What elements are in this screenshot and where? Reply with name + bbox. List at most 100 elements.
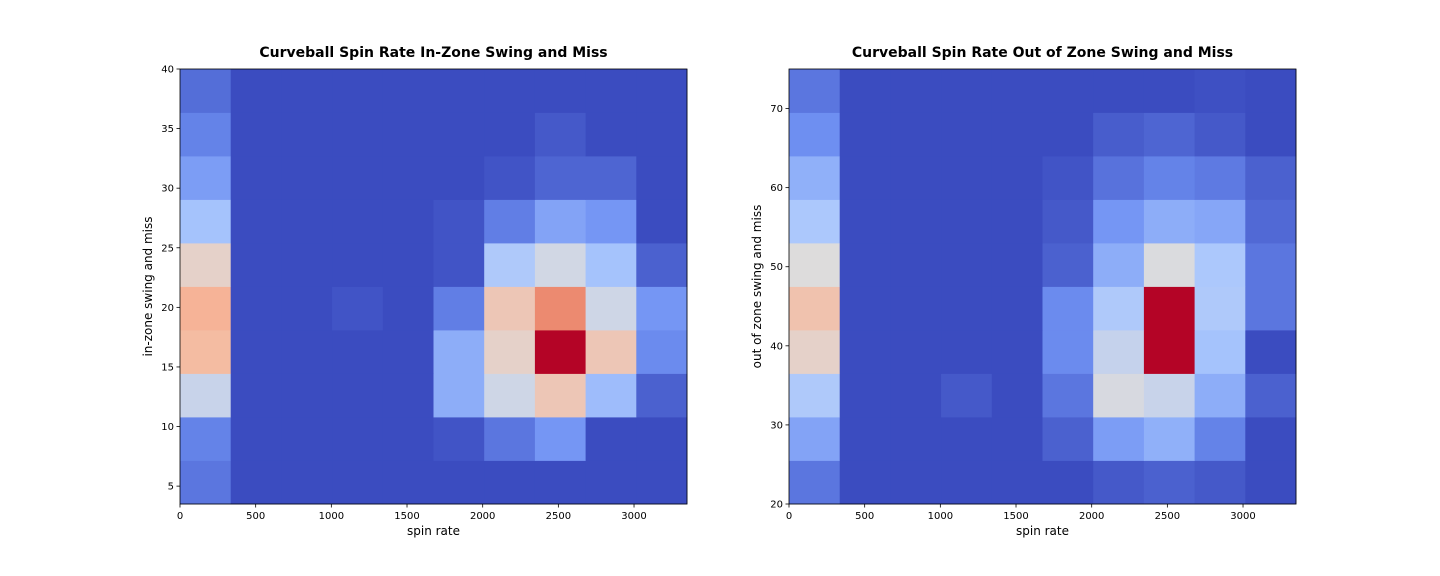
y-tick-label: 30	[161, 184, 174, 195]
heatmap-cell	[991, 373, 1043, 418]
heatmap-cell	[230, 330, 282, 374]
x-tick-label: 500	[855, 511, 874, 522]
heatmap-cell	[281, 69, 333, 113]
heatmap-cell	[1143, 330, 1195, 374]
heatmap-cell	[534, 112, 586, 157]
heatmap-cell	[484, 417, 536, 461]
y-tick-label: 20	[770, 500, 783, 511]
heatmap-cell	[382, 156, 434, 200]
heatmap-cell	[890, 417, 942, 461]
heatmap-cell	[585, 69, 637, 113]
heatmap-cell	[1093, 112, 1145, 157]
heatmap-cell	[1245, 373, 1297, 418]
heatmap-cell	[382, 199, 434, 244]
x-tick-label: 2500	[1155, 511, 1180, 522]
heatmap-cell	[382, 286, 434, 331]
heatmap-cell	[484, 243, 536, 287]
heatmap-cell	[890, 69, 942, 113]
heatmap-cell	[534, 243, 586, 287]
heatmap-cell	[991, 286, 1043, 331]
heatmap-cell	[1143, 460, 1195, 505]
heatmap-cell	[1093, 460, 1145, 505]
heatmap-cell	[1093, 417, 1145, 461]
heatmap-cell	[433, 330, 485, 374]
heatmap-cell	[433, 286, 485, 331]
x-tick-label: 0	[786, 511, 792, 522]
y-tick-label: 35	[161, 124, 174, 135]
heatmap-cell	[941, 330, 993, 374]
heatmap-cell	[484, 156, 536, 200]
heatmap-cell	[636, 330, 688, 374]
heatmap-cell	[789, 243, 841, 287]
heatmap-cell	[1194, 112, 1246, 157]
heatmap-cell	[941, 417, 993, 461]
chart-panel-2: 0 500 1000 1500 2000 2500 3000 20 30 40 50 60 70 Curv…	[750, 45, 1297, 538]
heatmap-cell	[180, 330, 232, 374]
heatmap-cell	[991, 69, 1043, 113]
heatmap-cell	[941, 69, 993, 113]
heatmap-cell	[1093, 69, 1145, 113]
heatmap-cell	[433, 243, 485, 287]
heatmap-cell	[230, 460, 282, 505]
heatmap-cell	[636, 243, 688, 287]
heatmap-cell	[636, 373, 688, 418]
heatmap-cell	[484, 373, 536, 418]
heatmap-cell	[941, 373, 993, 418]
heatmap-cell	[1093, 330, 1145, 374]
heatmap-cell	[230, 243, 282, 287]
heatmap-cell	[839, 417, 891, 461]
heatmap-cell	[636, 112, 688, 157]
heatmap-cell	[534, 199, 586, 244]
heatmap-cell	[1093, 199, 1145, 244]
heatmap-cell	[1245, 286, 1297, 331]
heatmap-cell	[484, 330, 536, 374]
x-tick-label: 1000	[319, 511, 344, 522]
heatmap-cell	[890, 460, 942, 505]
heatmap-cell	[484, 112, 536, 157]
heatmap-cell	[1143, 156, 1195, 200]
heatmap-cell	[484, 460, 536, 505]
x-tick-label: 0	[177, 511, 183, 522]
heatmap-cell	[230, 156, 282, 200]
heatmap-cell	[991, 199, 1043, 244]
heatmap-cell	[534, 286, 586, 331]
heatmap-cell	[1245, 330, 1297, 374]
heatmap-cell	[1042, 243, 1094, 287]
heatmap-cell	[1042, 112, 1094, 157]
heatmap-cell	[585, 373, 637, 418]
heatmap-cell	[1194, 460, 1246, 505]
heatmap-cell	[180, 417, 232, 461]
x-tick-label: 1500	[1003, 511, 1028, 522]
heatmap-cell	[433, 460, 485, 505]
heatmap-cell	[1042, 373, 1094, 418]
heatmap-cell	[890, 373, 942, 418]
heatmap-cell	[585, 112, 637, 157]
heatmap-cell	[1194, 199, 1246, 244]
heatmap-cell	[1042, 286, 1094, 331]
heatmap-cell	[636, 69, 688, 113]
heatmap-cell	[1042, 69, 1094, 113]
chart-panel-1: 0 500 1000 1500 2000 2500 3000 5 10 15 20 25 30 35 40 C…	[141, 45, 688, 538]
heatmap-cell	[180, 112, 232, 157]
heatmap-cell	[890, 112, 942, 157]
heatmap-cell	[281, 417, 333, 461]
heatmap-cell	[839, 112, 891, 157]
y-tick-label: 25	[161, 243, 174, 254]
heatmap-cell	[1245, 460, 1297, 505]
heatmap-cell	[789, 417, 841, 461]
heatmap-cell	[585, 417, 637, 461]
heatmap-cell	[281, 460, 333, 505]
y-tick-label: 40	[770, 341, 783, 352]
heatmap-cell	[1194, 330, 1246, 374]
plot-frame	[179, 68, 688, 505]
heatmap-cell	[534, 417, 586, 461]
heatmap-cell	[890, 286, 942, 331]
heatmap-cell	[789, 112, 841, 157]
heatmap-cell	[1042, 417, 1094, 461]
heatmap-cell	[1194, 373, 1246, 418]
y-tick-label: 5	[168, 482, 174, 493]
heatmap-cell	[281, 199, 333, 244]
heatmap-cell	[941, 112, 993, 157]
